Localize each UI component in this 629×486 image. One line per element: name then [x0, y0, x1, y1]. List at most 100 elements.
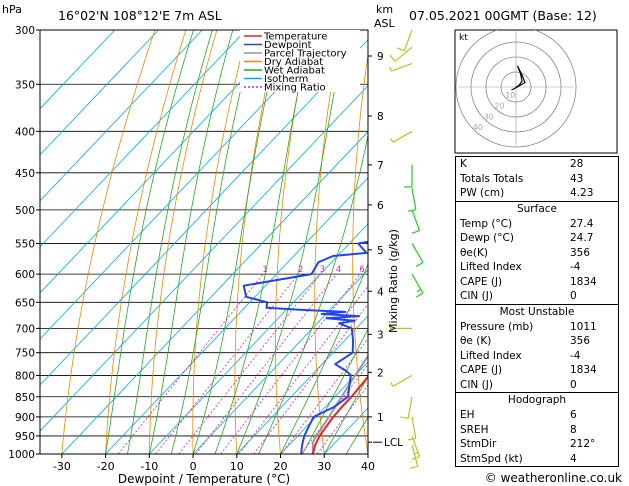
dry-adiabat-line [105, 30, 187, 454]
pressure-tick-label: 850 [15, 392, 35, 404]
wet-adiabat-line [105, 30, 194, 454]
km-tick-label: 6 [377, 200, 384, 212]
index-row: K 28 [456, 157, 618, 172]
mixing-ratio-tick-label: 1 [262, 265, 267, 275]
x-tick-label: 40 [361, 460, 375, 473]
km-unit: km [376, 3, 393, 16]
wind-barb [404, 164, 413, 188]
most-unstable-title: Most Unstable [456, 303, 618, 320]
hodograph-ring-label: 40 [473, 123, 483, 132]
hodograph-ring [455, 30, 577, 148]
credit-footer: © weatheronline.co.uk [485, 471, 622, 485]
surface-row: Lifted Index -4 [456, 260, 618, 275]
km-tick-label: 4 [377, 286, 384, 298]
mixing-ratio-tick-label: 2 [298, 265, 303, 275]
hodograph-rows: EH 6 SREH 8 StmDir 212° StmSpd (kt) 4 [456, 408, 618, 466]
plot-frame [39, 29, 369, 455]
surface-value: 1834 [570, 275, 597, 288]
most-unstable-label: CAPE (J) [460, 364, 503, 376]
pressure-tick-label: 500 [15, 205, 35, 217]
km-tick-label: 3 [377, 329, 384, 341]
index-value: 43 [570, 172, 584, 185]
legend-label: Dewpoint [264, 40, 312, 51]
surface-value: 24.7 [570, 232, 594, 244]
km-tick-label: 1 [377, 412, 384, 424]
x-tick-label: -10 [140, 460, 158, 473]
wind-barb [400, 396, 413, 420]
mixing-ratio-tick-label: 20 [432, 265, 443, 275]
isotherm-line [61, 131, 368, 454]
mixing-ratio-tick-label: 8 [377, 265, 382, 275]
km-tick-label: LCL [384, 437, 403, 449]
hodograph-unit: kt [459, 33, 468, 43]
surface-title: Surface [456, 200, 618, 217]
surface-value: 0 [570, 290, 577, 302]
most-unstable-label: θe (K) [460, 335, 492, 347]
dry-adiabat-line [148, 30, 218, 454]
location-title: 16°02'N 108°12'E 7m ASL [58, 8, 222, 23]
legend-label: Temperature [263, 32, 327, 43]
pressure-tick-label: 650 [15, 297, 35, 309]
km-tick-label: 9 [377, 51, 384, 63]
isotherm-line [280, 361, 368, 454]
series-line-parcel-trajectory [311, 354, 368, 454]
most-unstable-value: 0 [570, 378, 577, 391]
wind-barb [396, 29, 413, 52]
legend-label: Mixing Ratio [264, 83, 326, 94]
wet-adiabat-line [170, 30, 256, 454]
dry-adiabat-line [314, 30, 342, 454]
surface-row: Temp (°C) 27.4 [456, 217, 618, 232]
legend-label: Dry Adiabat [264, 57, 323, 68]
isotherm-line [40, 30, 159, 156]
isotherm-line [40, 30, 203, 202]
km-tick-label: 2 [377, 367, 384, 379]
hodograph-label: StmDir [460, 438, 497, 450]
pressure-tick-label: 400 [15, 126, 35, 138]
wind-barb [390, 374, 413, 387]
surface-row: CIN (J) 0 [456, 289, 618, 304]
indices-rows: K 28 Totals Totals 43 PW (cm) 4.23 [456, 157, 618, 201]
dry-adiabat-line [61, 30, 156, 454]
hodograph-ring-label: 30 [484, 112, 494, 121]
legend-label: Isotherm [264, 74, 308, 85]
pressure-tick-label: 950 [15, 431, 35, 443]
pressure-tick-label: 300 [15, 25, 35, 37]
km-tick-label: 7 [377, 160, 384, 172]
datetime-title: 07.05.2021 00GMT (Base: 12) [409, 8, 597, 23]
mixing-ratio-line [300, 363, 368, 454]
hodograph-table-title: Hodograph [456, 392, 618, 408]
index-label: Totals Totals [460, 172, 524, 185]
hodograph-value: 8 [570, 423, 577, 436]
wind-barbs [389, 29, 424, 469]
isotherm-line [192, 269, 368, 454]
surface-row: CAPE (J) 1834 [456, 275, 618, 290]
dry-adiabat-line [425, 30, 455, 454]
most-unstable-label: Lifted Index [460, 349, 522, 362]
mixing-ratio-tick-label: 6 [359, 265, 364, 275]
hodograph-row: StmSpd (kt) 4 [456, 452, 618, 467]
pressure-tick-label: 1000 [8, 449, 35, 461]
series-line-temperature [311, 375, 368, 454]
isotherm-line [40, 30, 116, 110]
isotherm-line [40, 30, 291, 294]
isotherm-line [40, 85, 368, 432]
hodograph-label: StmSpd (kt) [460, 452, 523, 465]
hodograph-value: 4 [570, 452, 577, 465]
wind-barb [389, 323, 412, 329]
x-tick-label: -30 [53, 460, 71, 473]
most-unstable-value: 1011 [570, 320, 597, 333]
legend-label: Parcel Trajectory [264, 49, 347, 60]
dry-adiabat-line [234, 30, 280, 454]
hodograph-label: EH [460, 409, 475, 421]
series-line-dewpoint [242, 240, 368, 454]
mixing-ratio-line [195, 273, 337, 454]
surface-row: θe(K) 356 [456, 246, 618, 261]
wet-adiabat-line [214, 30, 312, 454]
wet-adiabat-line [258, 133, 368, 454]
most-unstable-row: Lifted Index -4 [456, 349, 618, 364]
surface-label: θe(K) [460, 246, 488, 259]
isotherm-line [40, 39, 368, 386]
